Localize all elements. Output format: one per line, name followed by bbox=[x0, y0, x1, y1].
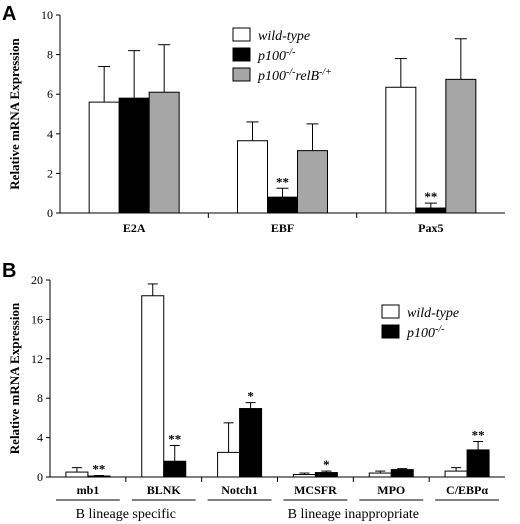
bar bbox=[292, 474, 316, 478]
significance-mark: ** bbox=[424, 189, 437, 204]
x-tick-label-b: Notch1 bbox=[221, 483, 258, 497]
bar bbox=[239, 408, 263, 478]
x-tick-label-b: mb1 bbox=[77, 483, 100, 497]
bar bbox=[141, 295, 165, 478]
bar bbox=[88, 101, 120, 214]
significance-mark: ** bbox=[276, 174, 289, 189]
y-tick-label-b: 16 bbox=[31, 312, 43, 326]
x-tick-label-b: MPO bbox=[377, 483, 405, 497]
significance-mark: ** bbox=[168, 431, 181, 446]
x-tick-label-a: EBF bbox=[271, 221, 294, 235]
y-tick-label-b: 8 bbox=[37, 391, 43, 405]
legend-swatch bbox=[381, 324, 400, 339]
bar bbox=[385, 86, 417, 214]
significance-mark: * bbox=[323, 457, 330, 472]
legend-swatch bbox=[232, 47, 251, 62]
panel-label-b: B bbox=[2, 260, 16, 282]
bar bbox=[163, 460, 187, 478]
x-tick-label-b: BLNK bbox=[147, 483, 182, 497]
legend-label: p100-/- bbox=[406, 324, 444, 342]
y-tick-label-a: 4 bbox=[47, 127, 53, 141]
legend-label: p100-/-relB-/+ bbox=[257, 67, 332, 85]
bar bbox=[314, 472, 338, 478]
y-tick-label-a: 0 bbox=[47, 206, 53, 220]
bar bbox=[444, 470, 468, 478]
significance-mark: ** bbox=[92, 462, 105, 477]
y-tick-label-a: 6 bbox=[47, 87, 53, 101]
x-tick-label-a: Pax5 bbox=[418, 221, 443, 235]
significance-mark: ** bbox=[472, 428, 485, 443]
bar bbox=[217, 451, 241, 478]
legend-label: wild-type bbox=[407, 306, 459, 321]
bar bbox=[148, 91, 180, 214]
y-tick-label-b: 0 bbox=[37, 470, 43, 484]
y-tick-label-b: 4 bbox=[37, 431, 43, 445]
legend-label: wild-type bbox=[258, 29, 310, 44]
y-axis-title-a: Relative mRNA Expression bbox=[7, 38, 22, 190]
significance-mark: * bbox=[247, 389, 254, 404]
bar bbox=[237, 140, 268, 214]
x-tick-label-b: C/EBPα bbox=[446, 483, 488, 497]
legend-swatch bbox=[232, 27, 251, 42]
legend-swatch bbox=[381, 304, 400, 319]
y-tick-label-a: 2 bbox=[47, 166, 53, 180]
y-tick-label-b: 20 bbox=[31, 273, 43, 287]
y-tick-label-b: 12 bbox=[31, 352, 43, 366]
y-tick-label-a: 8 bbox=[47, 48, 53, 62]
bar bbox=[368, 472, 392, 478]
bar bbox=[297, 150, 328, 214]
x-tick-label-a: E2A bbox=[123, 221, 146, 235]
legend-swatch bbox=[232, 67, 251, 82]
bar bbox=[118, 97, 150, 214]
bar bbox=[415, 207, 447, 214]
bar bbox=[267, 196, 298, 214]
group-label-inappropriate: B lineage inappropriate bbox=[288, 507, 419, 522]
bar bbox=[390, 469, 414, 478]
x-tick-label-b: MCSFR bbox=[294, 483, 337, 497]
y-tick-label-a: 10 bbox=[41, 8, 53, 22]
legend-label: p100-/- bbox=[257, 47, 295, 65]
bar bbox=[466, 449, 490, 478]
bar bbox=[65, 471, 89, 478]
group-label-specific: B lineage specific bbox=[76, 507, 176, 522]
bar bbox=[445, 78, 477, 214]
panel-label-a: A bbox=[2, 3, 16, 25]
y-axis-title-b: Relative mRNA Expression bbox=[7, 302, 22, 454]
